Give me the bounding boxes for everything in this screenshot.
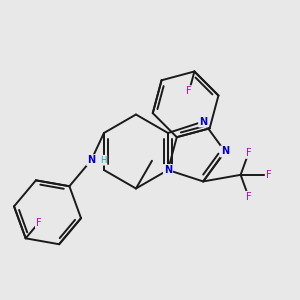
Text: N: N bbox=[164, 165, 172, 175]
Text: F: F bbox=[246, 148, 251, 158]
Text: N: N bbox=[87, 155, 95, 165]
Text: H: H bbox=[100, 156, 106, 165]
Text: F: F bbox=[246, 192, 251, 202]
Text: F: F bbox=[36, 218, 42, 228]
Text: N: N bbox=[221, 146, 229, 157]
Text: N: N bbox=[199, 117, 207, 127]
Text: F: F bbox=[266, 170, 272, 180]
Text: F: F bbox=[186, 86, 192, 96]
